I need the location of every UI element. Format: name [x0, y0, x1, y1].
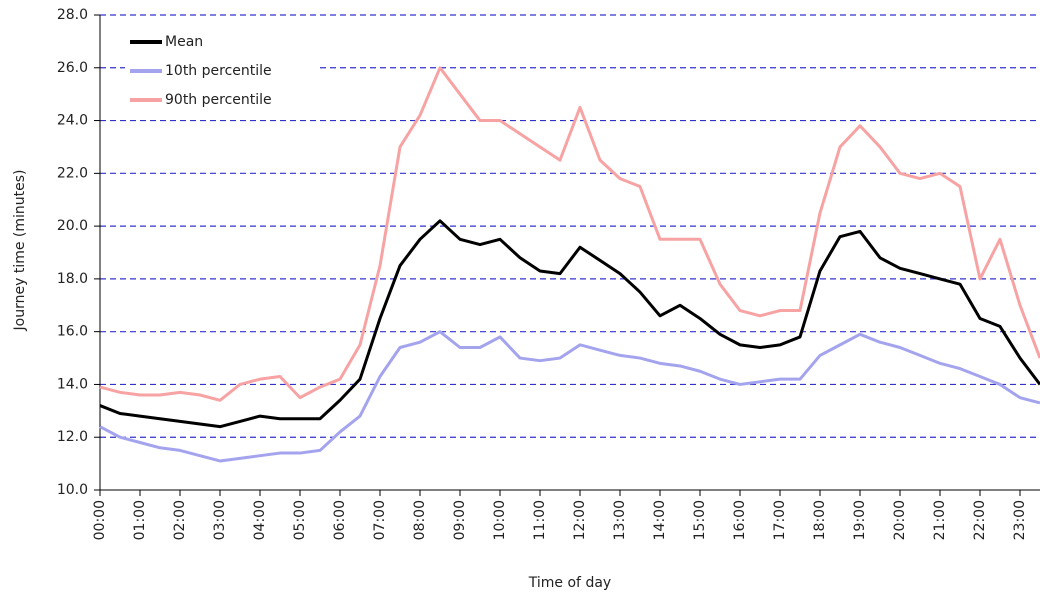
x-tick-label: 18:00: [812, 500, 828, 540]
x-tick-label: 04:00: [252, 500, 268, 540]
line-series: [99, 219, 1040, 429]
x-tick-label: 16:00: [732, 500, 748, 540]
x-tick-label: 00:00: [92, 500, 108, 540]
y-tick-label: 16.0: [57, 324, 88, 340]
x-tick-label: 09:00: [452, 500, 468, 540]
x-tick-label: 23:00: [1012, 500, 1028, 540]
line-series: [99, 330, 1040, 463]
x-tick-label: 22:00: [972, 500, 988, 540]
x-tick-label: 17:00: [772, 500, 788, 540]
line-series: [99, 66, 1040, 402]
x-tick-label: 12:00: [572, 500, 588, 540]
x-tick-label: 15:00: [692, 500, 708, 540]
x-tick-label: 07:00: [372, 500, 388, 540]
x-tick-label: 11:00: [532, 500, 548, 540]
y-tick-label: 14.0: [57, 376, 88, 392]
y-tick-label: 12.0: [57, 429, 88, 445]
x-axis-title: Time of day: [528, 575, 611, 591]
legend-label: 10th percentile: [165, 63, 272, 79]
legend-label: Mean: [165, 34, 203, 50]
x-tick-label: 02:00: [172, 500, 188, 540]
y-tick-label: 10.0: [57, 482, 88, 498]
y-axis-title: Journey time (minutes): [12, 170, 28, 332]
x-tick-label: 01:00: [132, 500, 148, 540]
x-tick-label: 08:00: [412, 500, 428, 540]
x-tick-label: 21:00: [932, 500, 948, 540]
y-tick-label: 20.0: [57, 218, 88, 234]
x-tick-label: 13:00: [612, 500, 628, 540]
x-tick-label: 05:00: [292, 500, 308, 540]
legend-label: 90th percentile: [165, 92, 272, 108]
x-tick-label: 10:00: [492, 500, 508, 540]
y-tick-label: 22.0: [57, 165, 88, 181]
x-tick-label: 20:00: [892, 500, 908, 540]
y-tick-label: 18.0: [57, 271, 88, 287]
y-tick-label: 28.0: [57, 7, 88, 23]
x-tick-label: 03:00: [212, 500, 228, 540]
y-tick-label: 24.0: [57, 113, 88, 129]
y-tick-label: 26.0: [57, 60, 88, 76]
x-tick-label: 14:00: [652, 500, 668, 540]
x-tick-label: 06:00: [332, 500, 348, 540]
x-tick-label: 19:00: [852, 500, 868, 540]
